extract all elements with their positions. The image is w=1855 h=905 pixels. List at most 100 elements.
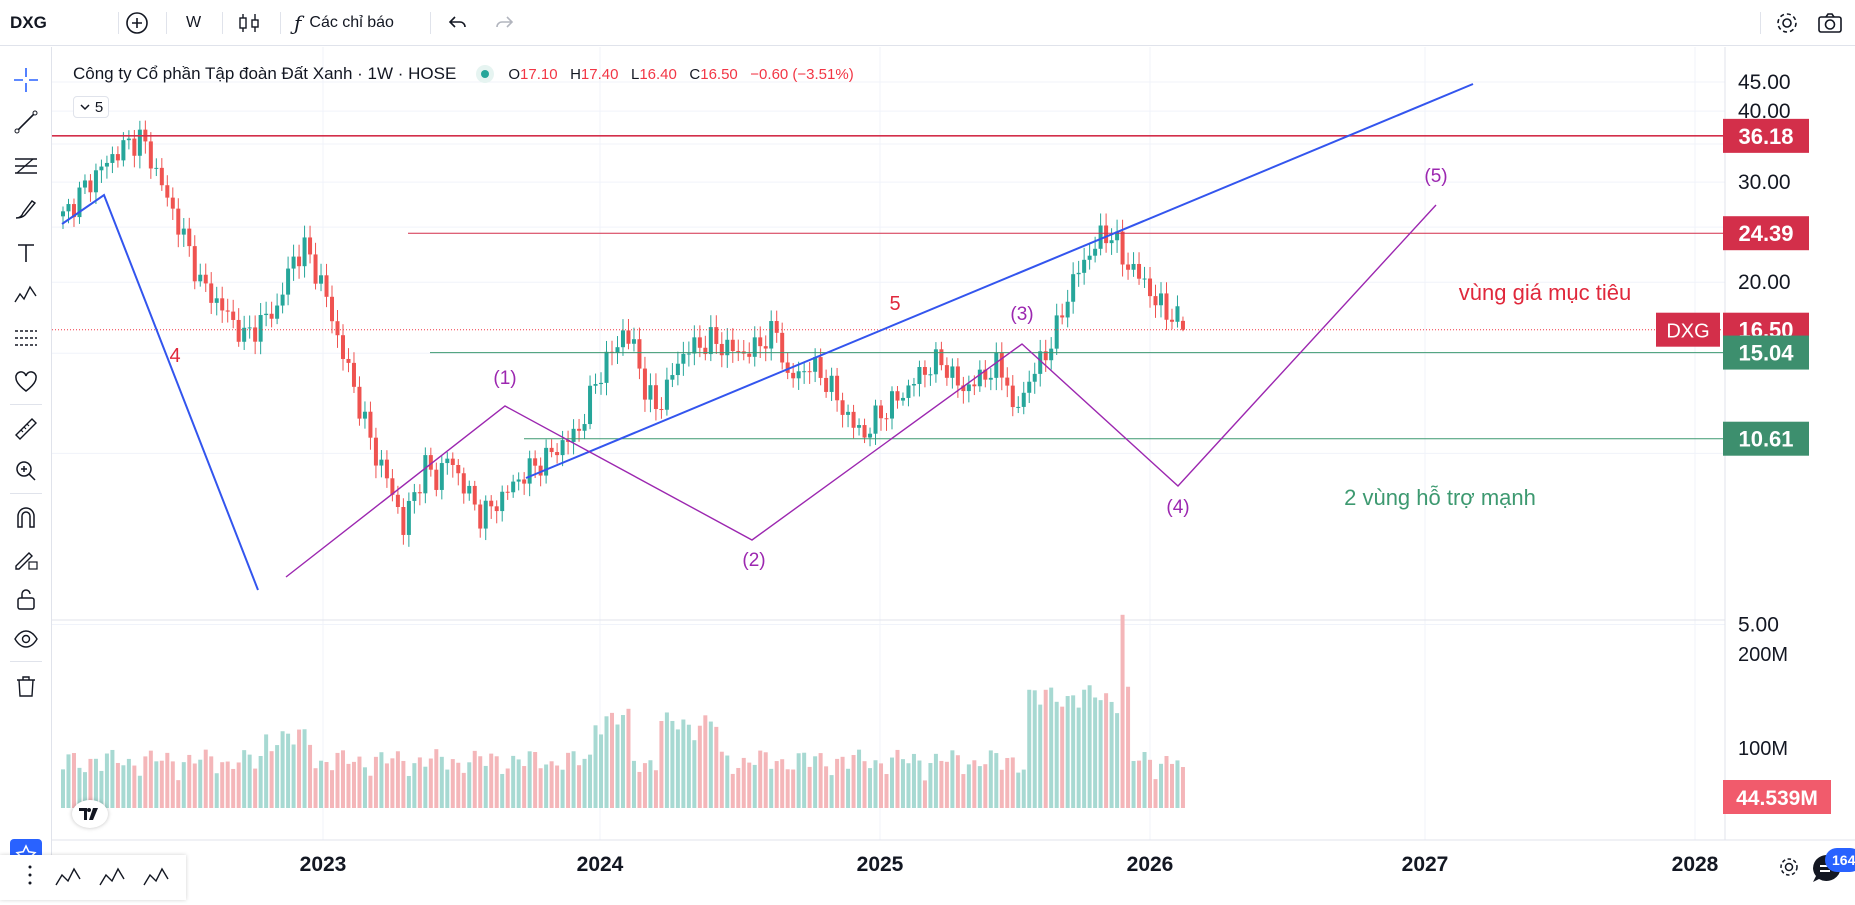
indicator-count: 5 (94, 98, 104, 116)
volume-bar (774, 761, 779, 808)
indicator-collapse-button[interactable]: 5 (73, 96, 109, 118)
fib-tool[interactable] (12, 152, 40, 180)
volume-bar (692, 740, 697, 808)
candle-body (456, 464, 461, 474)
candle-body (593, 384, 598, 386)
volume-bar (82, 772, 87, 808)
chart-type-button[interactable] (236, 0, 262, 46)
volume-bar (456, 762, 461, 808)
text-tool[interactable] (12, 239, 40, 267)
forecast-tool[interactable] (12, 324, 40, 352)
drawing-mode-tool[interactable] (12, 545, 40, 573)
time-tick-label: 2024 (577, 853, 624, 876)
volume-bar (681, 719, 686, 808)
candle-body (835, 375, 840, 401)
volume-bar (1131, 761, 1136, 808)
redo-button[interactable] (492, 0, 516, 46)
candle-body (494, 506, 499, 512)
volume-bar (868, 768, 873, 808)
candle-body (176, 208, 181, 235)
candle-body (450, 458, 455, 465)
candle-body (873, 405, 878, 434)
candle-body (401, 507, 406, 535)
hide-tool[interactable] (12, 625, 40, 653)
candle-body (950, 366, 955, 378)
undo-icon (448, 16, 466, 28)
volume-bar (966, 764, 971, 808)
favorites-tool[interactable] (12, 368, 40, 396)
indicators-button[interactable]: ƒ Các chỉ báo (294, 0, 394, 46)
wave-label: (5) (1424, 166, 1447, 187)
toolbar-divider (10, 404, 42, 405)
volume-bar (1115, 713, 1120, 808)
chart-grid (52, 47, 1855, 841)
candlesticks (61, 120, 1185, 547)
crosshair-tool[interactable] (12, 66, 40, 94)
zoom-tool[interactable] (12, 457, 40, 485)
volume-bar (121, 765, 126, 808)
candle-body (384, 459, 389, 479)
pattern-tool[interactable] (12, 281, 40, 309)
candle-body (642, 368, 647, 400)
trend-line-tool[interactable] (12, 108, 40, 136)
interval-button[interactable]: W (186, 14, 202, 31)
candle-body (269, 313, 274, 319)
candle-body (324, 275, 329, 297)
volume-bar (93, 758, 98, 808)
candle-body (137, 129, 142, 156)
volume-bar (242, 750, 247, 808)
volume-bar (1021, 769, 1026, 808)
tradingview-logo[interactable] (72, 800, 108, 828)
compare-symbol-button[interactable] (124, 0, 150, 46)
volume-bar (560, 769, 565, 808)
measure-tool[interactable] (12, 415, 40, 443)
settings-button[interactable] (1774, 0, 1800, 46)
remove-drawings-tool[interactable] (12, 672, 40, 700)
candle-body (763, 346, 768, 349)
volume-tick-label: 200M (1738, 644, 1788, 666)
volume-bar (1126, 686, 1131, 808)
candle-body (692, 337, 697, 354)
volume-bar (802, 752, 807, 808)
volume-bar (1120, 614, 1125, 808)
volume-bar (955, 755, 960, 808)
candle-body (505, 491, 510, 493)
candle-body (631, 339, 636, 344)
brush-tool[interactable] (12, 195, 40, 223)
volume-bar (247, 754, 252, 808)
volume-bar (566, 752, 571, 808)
wave-patterns-icon[interactable] (0, 855, 186, 900)
volume-bar (758, 750, 763, 808)
trend-line-icon (14, 110, 38, 134)
volume-bar (670, 720, 675, 808)
candle-body (1082, 259, 1087, 273)
volume-bar (1038, 704, 1043, 808)
lock-tool[interactable] (12, 585, 40, 613)
axis-settings-button[interactable] (1778, 856, 1800, 883)
volume-bar (1060, 706, 1065, 808)
candle-body (549, 447, 554, 453)
volume-bar (302, 729, 307, 808)
candle-body (1126, 264, 1131, 270)
candle-body (1175, 306, 1180, 322)
volume-bar (423, 766, 428, 808)
candle-body (955, 366, 960, 386)
volume-bar (599, 734, 604, 808)
symbol-search-button[interactable]: DXG (10, 13, 47, 32)
snapshot-button[interactable] (1816, 0, 1844, 46)
volume-bar (264, 734, 269, 808)
undo-button[interactable] (446, 0, 470, 46)
magnet-tool[interactable] (12, 504, 40, 532)
volume-bar (373, 756, 378, 808)
candle-body (170, 197, 175, 209)
volume-bar (1175, 760, 1180, 808)
volume-tick-label: 100M (1738, 738, 1788, 760)
candle-body (900, 397, 905, 401)
forecast-icon (15, 330, 37, 346)
fib-retracement-icon (15, 158, 37, 174)
volume-bar (747, 762, 752, 808)
volume-bar (1065, 696, 1070, 808)
candle-body (483, 500, 488, 529)
volume-bar (165, 752, 170, 808)
